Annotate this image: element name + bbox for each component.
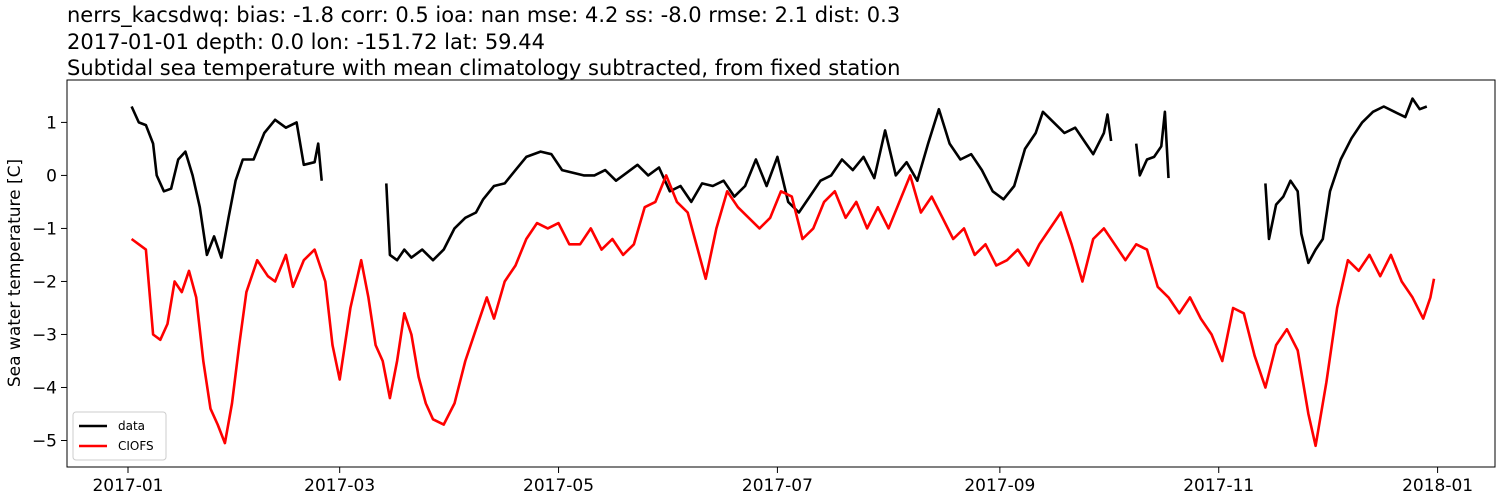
- x-tick-label: 2018-01: [1402, 476, 1473, 496]
- y-tick-label: −4: [32, 378, 57, 398]
- series-line-ciofs-segment-1: [130, 174, 1436, 448]
- plot-lines: [130, 97, 1436, 448]
- chart-title-line-1: nerrs_kacsdwq: bias: -1.8 corr: 0.5 ioa:…: [67, 3, 901, 27]
- legend-label-ciofs: CIOFS: [118, 439, 154, 453]
- y-axis: 1 0 −1 −2 −3 −4 −5: [32, 113, 67, 451]
- chart-title-line-3: Subtidal sea temperature with mean clima…: [67, 56, 901, 80]
- y-tick-label: 0: [46, 166, 57, 186]
- x-tick-label: 2017-07: [742, 476, 813, 496]
- x-tick-label: 2017-09: [964, 476, 1035, 496]
- y-tick-label: −5: [32, 431, 57, 451]
- x-tick-label: 2017-01: [92, 476, 163, 496]
- legend-label-data: data: [118, 419, 145, 433]
- series-line-data-segment-4: [1264, 97, 1428, 265]
- y-tick-label: 1: [46, 113, 57, 133]
- x-tick-label: 2017-03: [304, 476, 375, 496]
- y-tick-label: −2: [32, 272, 57, 292]
- y-tick-label: −1: [32, 219, 57, 239]
- series-line-data-segment-1: [130, 105, 323, 259]
- y-tick-label: −3: [32, 325, 57, 345]
- chart-title-line-2: 2017-01-01 depth: 0.0 lon: -151.72 lat: …: [67, 30, 545, 54]
- plot-area-frame: [66, 79, 1496, 468]
- x-tick-label: 2017-11: [1183, 476, 1254, 496]
- x-axis: 2017-01 2017-03 2017-05 2017-07 2017-09 2017-…: [92, 467, 1473, 496]
- legend: data CIOFS: [72, 411, 167, 461]
- series-line-data-segment-2: [385, 107, 1113, 262]
- series-line-data-segment-3: [1134, 110, 1170, 179]
- x-tick-label: 2017-05: [523, 476, 594, 496]
- y-axis-label: Sea water temperature [C]: [5, 159, 25, 387]
- legend-box: [72, 411, 167, 461]
